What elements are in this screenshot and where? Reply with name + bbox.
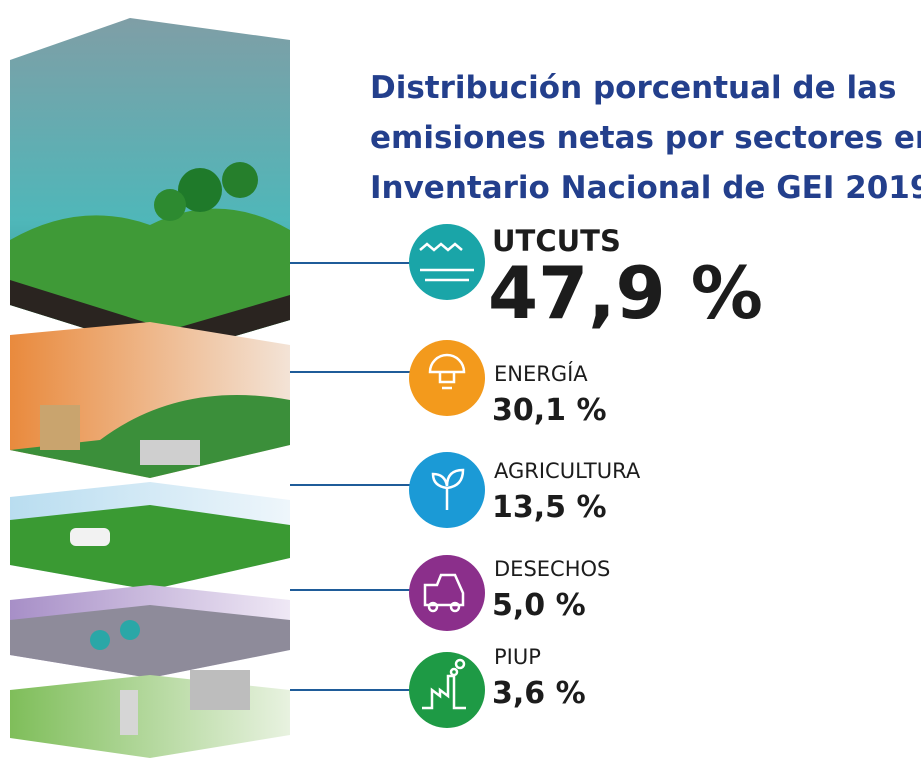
sector-value: 30,1 %	[492, 393, 607, 428]
sector-name: PIUP	[494, 645, 541, 669]
sector-name: ENERGÍA	[494, 361, 588, 386]
icons	[409, 224, 485, 728]
layer-agriculture	[10, 482, 290, 590]
title-line: emisiones netas por sectores en el	[370, 120, 921, 156]
sector-name: DESECHOS	[494, 557, 610, 581]
layer-industry	[10, 670, 290, 758]
layer-waste	[10, 585, 290, 678]
layer-energy	[10, 322, 290, 478]
layer-forest	[10, 18, 290, 355]
connectors	[290, 262, 410, 691]
sector-value: 5,0 %	[492, 588, 586, 623]
sector-name: AGRICULTURA	[494, 459, 641, 483]
sector-value: 13,5 %	[492, 490, 607, 525]
sector-value: 47,9 %	[488, 251, 763, 335]
sector-name: UTCUTS	[492, 224, 621, 258]
title-line: Inventario Nacional de GEI 2019	[370, 170, 921, 206]
sector-value: 3,6 %	[492, 676, 586, 711]
title-line: Distribución porcentual de las	[370, 70, 896, 106]
